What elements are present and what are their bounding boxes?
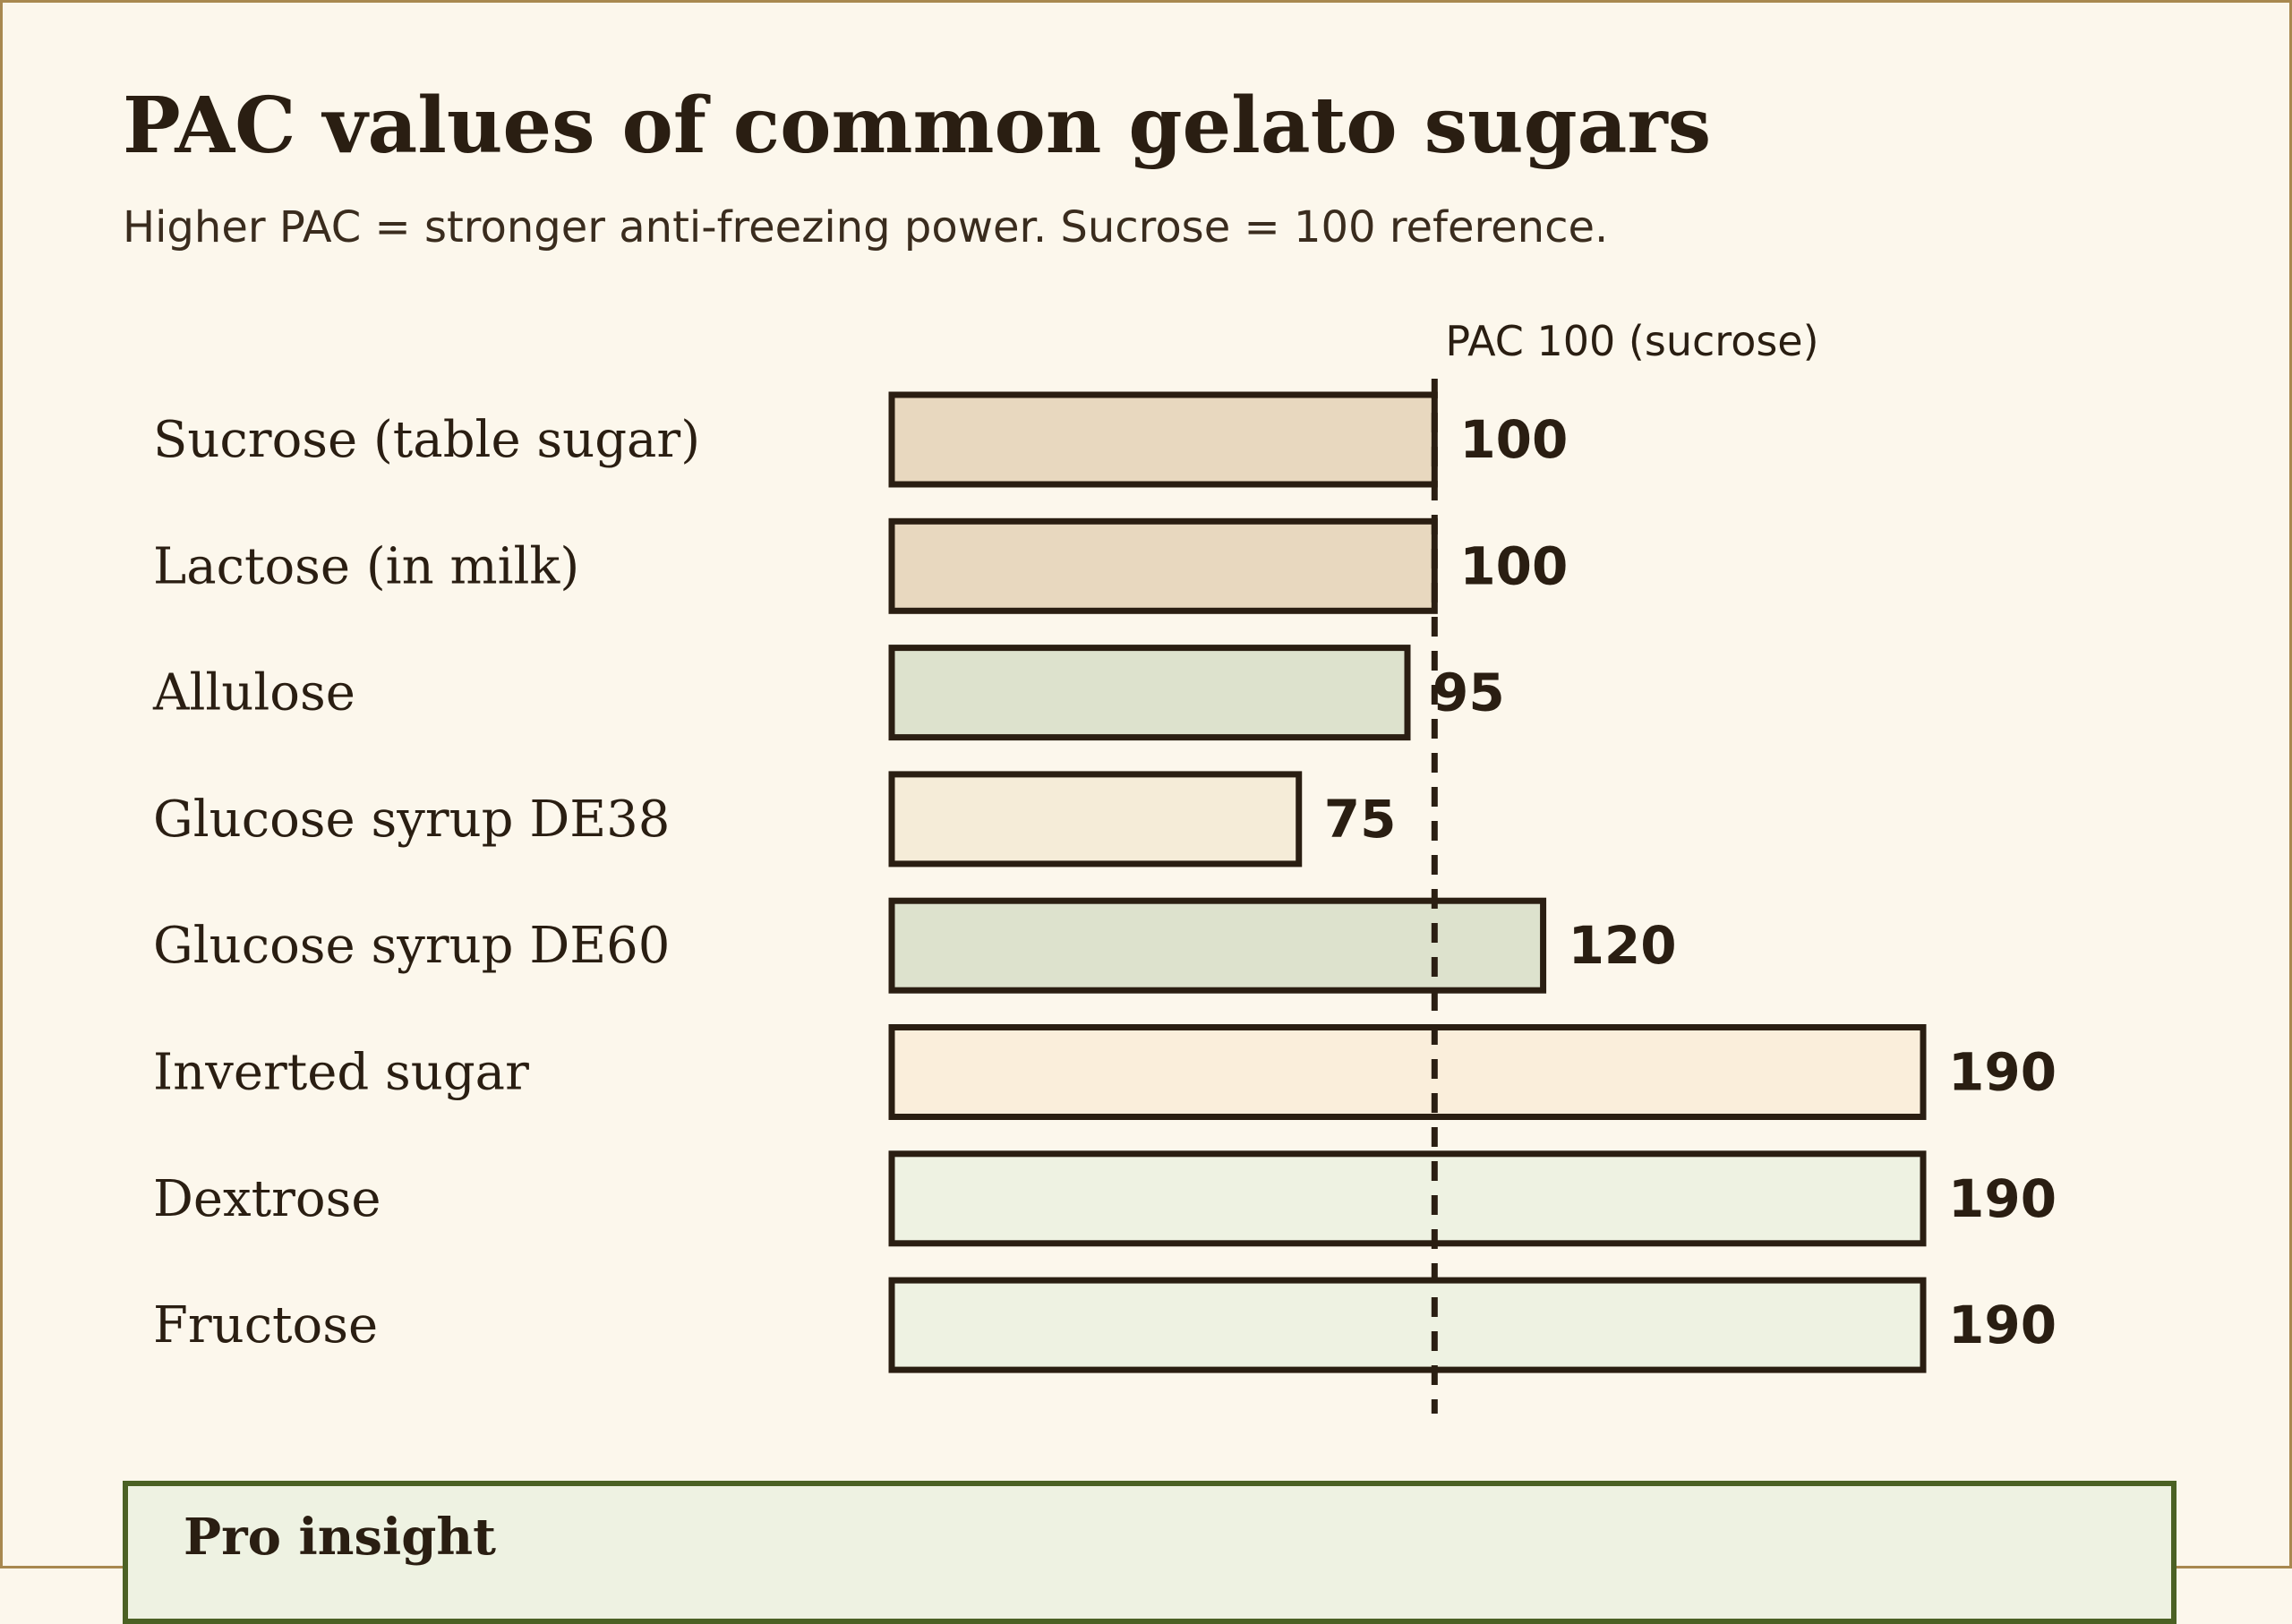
value-label-dextrose: 190 [1948, 1168, 2057, 1229]
bar-sucrose-table-sugar [888, 391, 1438, 488]
value-label-inverted-sugar: 190 [1948, 1042, 2057, 1103]
category-label-glucose-syrup-de60: Glucose syrup DE60 [153, 917, 670, 975]
bar-glucose-syrup-de60 [888, 897, 1547, 994]
category-label-allulose: Allulose [152, 664, 355, 722]
chart-subtitle: Higher PAC = stronger anti-freezing powe… [123, 202, 1609, 252]
value-label-allulose: 95 [1432, 662, 1505, 723]
value-label-sucrose-table-sugar: 100 [1459, 409, 1568, 470]
chart-title: PAC values of common gelato sugars [123, 81, 1712, 171]
pro-insight-box: Pro insight [123, 1481, 2177, 1624]
bar-fructose [888, 1277, 1927, 1373]
value-label-fructose: 190 [1948, 1295, 2057, 1355]
value-label-lactose-in-milk: 100 [1459, 535, 1568, 596]
category-label-lactose-in-milk: Lactose (in milk) [153, 537, 579, 595]
bar-glucose-syrup-de38 [888, 771, 1303, 868]
category-label-dextrose: Dextrose [153, 1170, 381, 1228]
bar-chart: Sucrose (table sugar) 100 Lactose (in milk… [152, 317, 2057, 1414]
pro-insight-title: Pro insight [184, 1508, 496, 1567]
value-label-glucose-syrup-de38: 75 [1324, 789, 1397, 850]
category-label-glucose-syrup-de38: Glucose syrup DE38 [153, 791, 670, 849]
value-label-glucose-syrup-de60: 120 [1569, 915, 1677, 976]
bar-dextrose [888, 1150, 1927, 1247]
bar-inverted-sugar [888, 1024, 1927, 1120]
reference-line-label: PAC 100 (sucrose) [1445, 317, 1818, 365]
bar-lactose-in-milk [888, 517, 1438, 614]
category-label-fructose: Fructose [153, 1296, 378, 1355]
bar-allulose [888, 645, 1411, 741]
category-label-inverted-sugar: Inverted sugar [153, 1044, 529, 1102]
category-label-sucrose-table-sugar: Sucrose (table sugar) [153, 411, 700, 469]
